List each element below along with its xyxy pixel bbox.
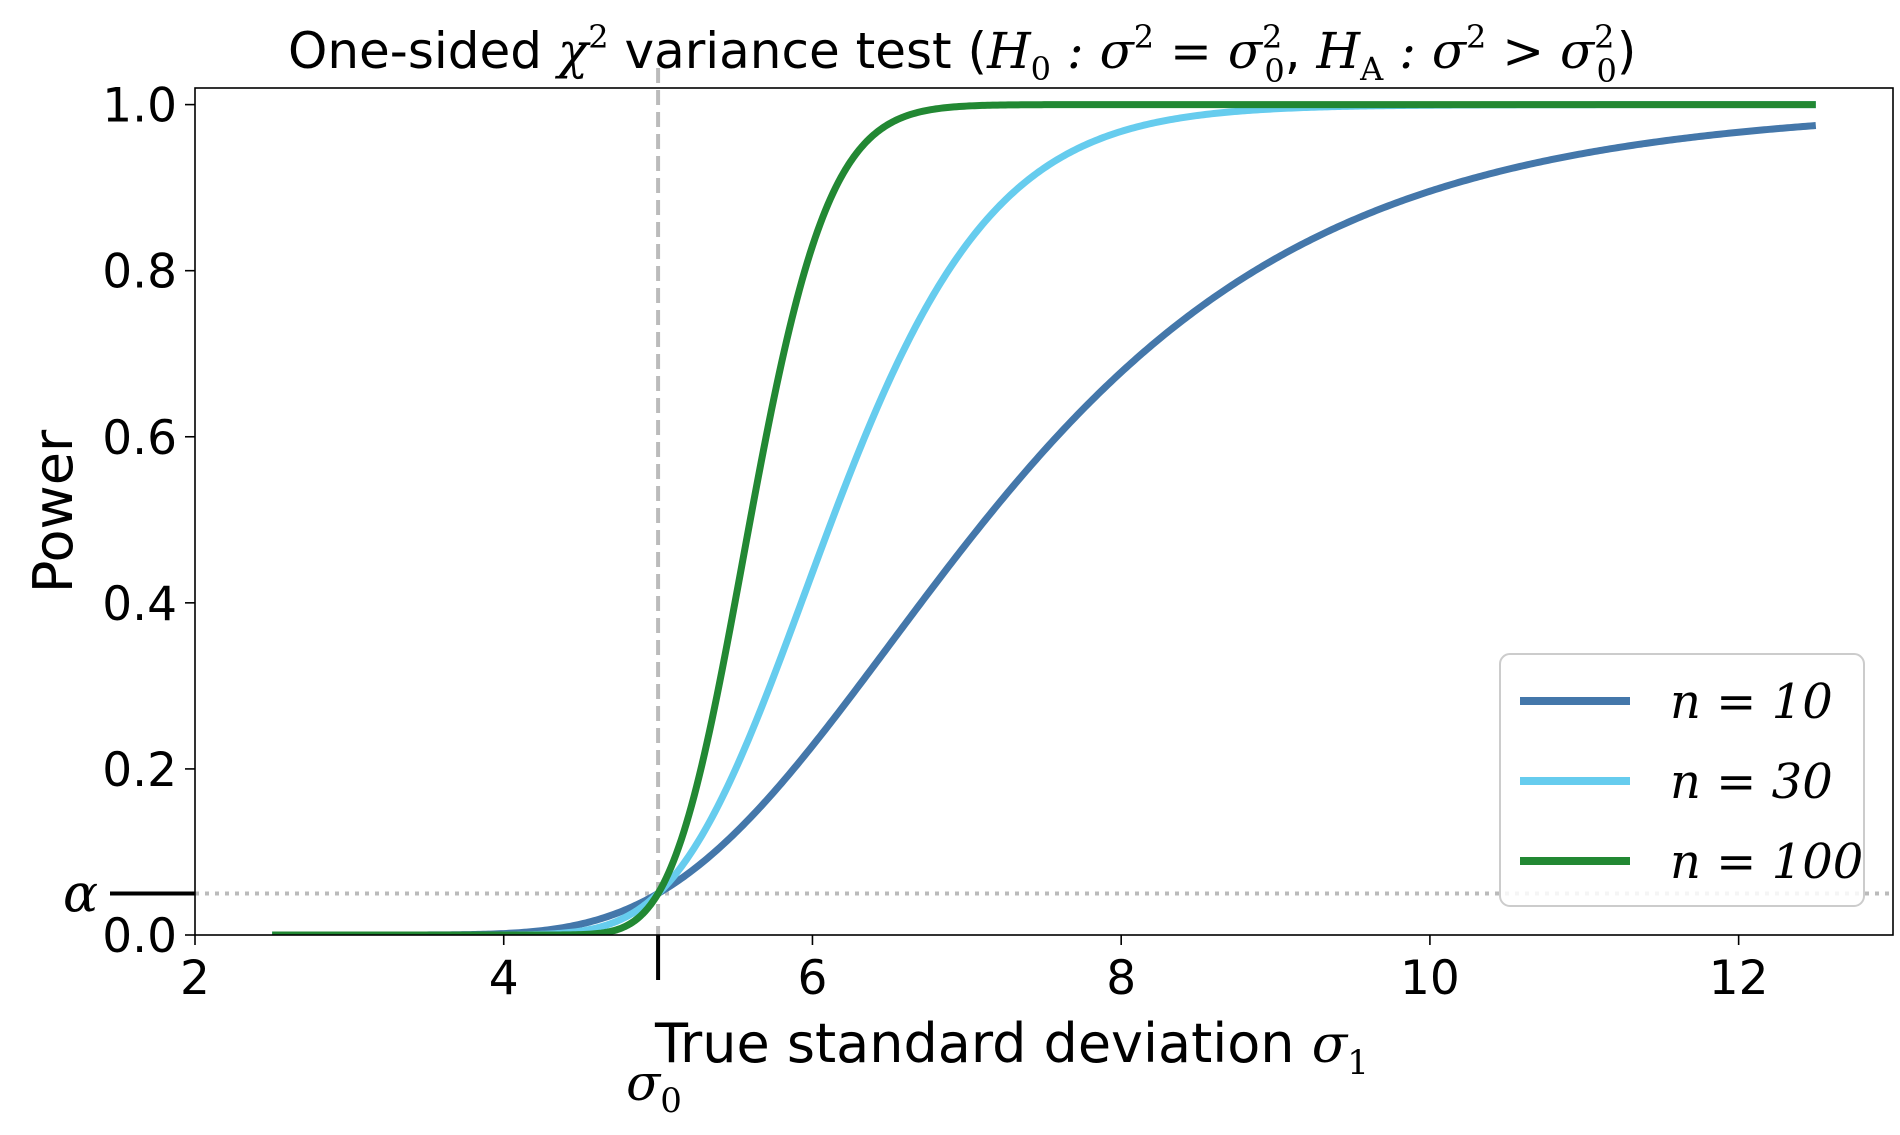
- x-tick-label: 4: [489, 951, 519, 1006]
- chart-title-text: One-sided χ2 variance test (H0 : σ2 = σ2…: [288, 18, 1636, 90]
- series-line-n100: [271, 101, 1817, 935]
- legend-label-n100: n = 100: [1670, 834, 1863, 890]
- legend-label-n30: n = 30: [1670, 754, 1833, 810]
- legend-box: [1499, 653, 1865, 907]
- y-axis-label: Power: [22, 429, 85, 593]
- y-tick-label: 0.0: [102, 909, 177, 964]
- axes-frame: [194, 87, 1894, 936]
- y-tick-label: 0.8: [102, 245, 177, 300]
- x-tick-label: 6: [798, 951, 828, 1006]
- sigma0-tick-label: σ0: [626, 1054, 682, 1121]
- legend-label-n10: n = 10: [1670, 674, 1833, 730]
- x-tick-label: 8: [1106, 951, 1136, 1006]
- chart-title: One-sided χ2 variance test (H0 : σ2 = σ2…: [288, 18, 1636, 90]
- alpha-tick-label: α: [63, 864, 98, 924]
- y-tick-label: 0.2: [102, 743, 177, 798]
- x-tick-label: 10: [1400, 951, 1460, 1006]
- y-tick-label: 1.0: [102, 79, 177, 134]
- y-tick-label: 0.6: [102, 411, 177, 466]
- x-axis-label: True standard deviation σ1: [654, 1012, 1369, 1083]
- legend: n = 10 n = 30 n = 100: [1499, 653, 1865, 907]
- axes: 2 4 6 8 10 12 0.0 0.2 0.4 0.6 0.8 1.0 σ0 α True standa…: [22, 79, 1894, 1121]
- x-tick-label: 2: [180, 951, 210, 1006]
- x-tick-label: 12: [1709, 951, 1769, 1006]
- y-tick-label: 0.4: [102, 577, 177, 632]
